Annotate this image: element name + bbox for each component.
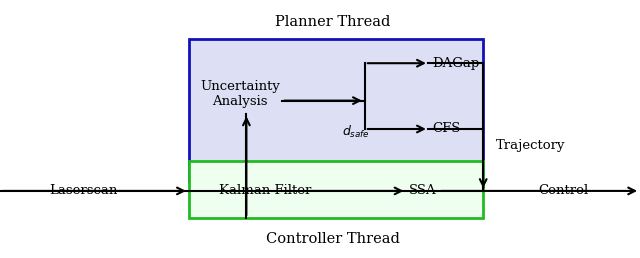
Bar [189, 161, 483, 218]
Text: SSA: SSA [408, 184, 436, 197]
Text: Controller Thread: Controller Thread [266, 232, 400, 246]
Text: Kalman Filter: Kalman Filter [220, 184, 312, 197]
Text: Uncertainty
Analysis: Uncertainty Analysis [200, 80, 280, 108]
Text: DAGap: DAGap [432, 57, 479, 70]
Text: Control: Control [538, 184, 588, 197]
Text: Trajectory: Trajectory [496, 139, 566, 152]
Bar [189, 39, 483, 181]
Text: Planner Thread: Planner Thread [275, 15, 390, 29]
Text: CFS: CFS [432, 123, 460, 135]
Text: $d_{safe}$: $d_{safe}$ [342, 124, 371, 140]
Text: Laserscan: Laserscan [49, 184, 117, 197]
